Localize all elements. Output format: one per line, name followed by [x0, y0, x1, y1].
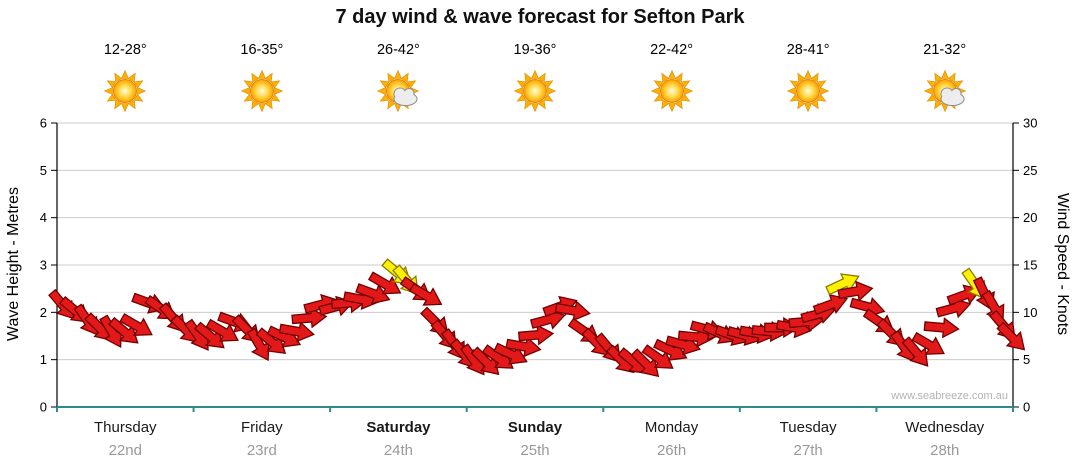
temperature-label: 12-28°	[103, 42, 147, 58]
day-name: Sunday	[507, 419, 563, 436]
watermark-text: www.seabreeze.com.au	[891, 390, 1008, 402]
right-tick-label: 0	[1023, 400, 1030, 415]
wind-arrow	[554, 300, 591, 322]
wind-arrow	[641, 344, 674, 369]
wind-arrow	[812, 293, 849, 316]
y-axis-left: 0 1 2 3 4 5 6	[40, 116, 57, 415]
left-tick-label: 3	[40, 258, 47, 273]
sun-icon	[649, 68, 695, 114]
temperature-label: 26-42°	[376, 42, 420, 58]
right-tick-label: 5	[1023, 352, 1030, 367]
wind-arrow	[205, 318, 239, 342]
wind-arrow	[278, 321, 315, 343]
day-date: 28th	[930, 442, 960, 459]
wind-arrow	[408, 282, 443, 306]
day-name: Tuesday	[779, 419, 837, 436]
day-name: Wednesday	[905, 419, 985, 436]
wind-arrow	[493, 342, 528, 365]
day-date: 24th	[383, 442, 414, 459]
sun-icon	[785, 68, 831, 114]
day-date: 22nd	[108, 442, 142, 459]
wind-arrow	[630, 348, 660, 378]
temperature-label: 28-41°	[786, 42, 830, 58]
wind-arrow	[119, 313, 153, 337]
day-name: Friday	[241, 419, 283, 436]
sun-cloud-icon	[375, 68, 421, 114]
right-tick-label: 25	[1023, 163, 1037, 178]
wind-arrows	[48, 258, 1026, 378]
wind-arrow	[355, 283, 391, 305]
chart-title: 7 day wind & wave forecast for Sefton Pa…	[335, 6, 745, 28]
sun-icon	[102, 68, 148, 114]
right-tick-label: 10	[1023, 305, 1037, 320]
wind-arrow	[505, 336, 542, 358]
wind-arrow	[996, 321, 1026, 351]
temperature-label: 16-35°	[240, 42, 284, 58]
right-axis-label: Wind Speed - Knots	[1054, 192, 1071, 336]
wind-arrow	[291, 307, 328, 329]
left-tick-label: 6	[40, 116, 47, 131]
wind-arrow	[911, 331, 945, 355]
left-tick-label: 4	[40, 210, 47, 225]
temperature-label: 19-36°	[513, 42, 557, 58]
wind-arrow	[470, 346, 500, 376]
sun-cloud-icon	[922, 68, 968, 114]
gridlines	[57, 122, 1013, 361]
cloud-icon	[393, 87, 418, 107]
day-date: 26th	[656, 442, 687, 459]
temperature-label: 21-32°	[923, 42, 967, 58]
wind-arrow	[255, 327, 287, 355]
left-tick-label: 5	[40, 163, 47, 178]
wind-arrow	[517, 324, 555, 346]
sun-icon	[512, 68, 558, 114]
sun-icon	[239, 68, 285, 114]
left-tick-label: 1	[40, 352, 47, 367]
wind-arrow	[837, 280, 874, 302]
temperature-label: 22-42°	[650, 42, 694, 58]
wind-arrow	[923, 317, 960, 339]
y-axis-right: 0 5 10 15 20 25 30	[1013, 116, 1037, 415]
day-name: Thursday	[94, 419, 157, 436]
left-axis-label: Wave Height - Metres	[5, 186, 22, 342]
wind-arrow	[825, 273, 860, 296]
left-tick-label: 0	[40, 400, 47, 415]
left-tick-label: 2	[40, 305, 47, 320]
day-name: Saturday	[366, 419, 431, 436]
wind-arrow	[194, 321, 225, 349]
right-tick-label: 20	[1023, 210, 1037, 225]
day-date: 25th	[520, 442, 550, 459]
cloud-icon	[940, 87, 965, 107]
day-date: 27th	[793, 442, 823, 459]
wind-arrow	[901, 336, 929, 367]
x-axis-ticks	[56, 407, 1014, 412]
wind-arrow	[108, 316, 139, 344]
right-tick-label: 15	[1023, 258, 1037, 273]
wind-arrow	[246, 327, 270, 362]
wind-arrow	[367, 271, 402, 295]
right-tick-label: 30	[1023, 116, 1037, 131]
day-date: 23rd	[246, 442, 277, 459]
day-name: Monday	[644, 419, 699, 436]
